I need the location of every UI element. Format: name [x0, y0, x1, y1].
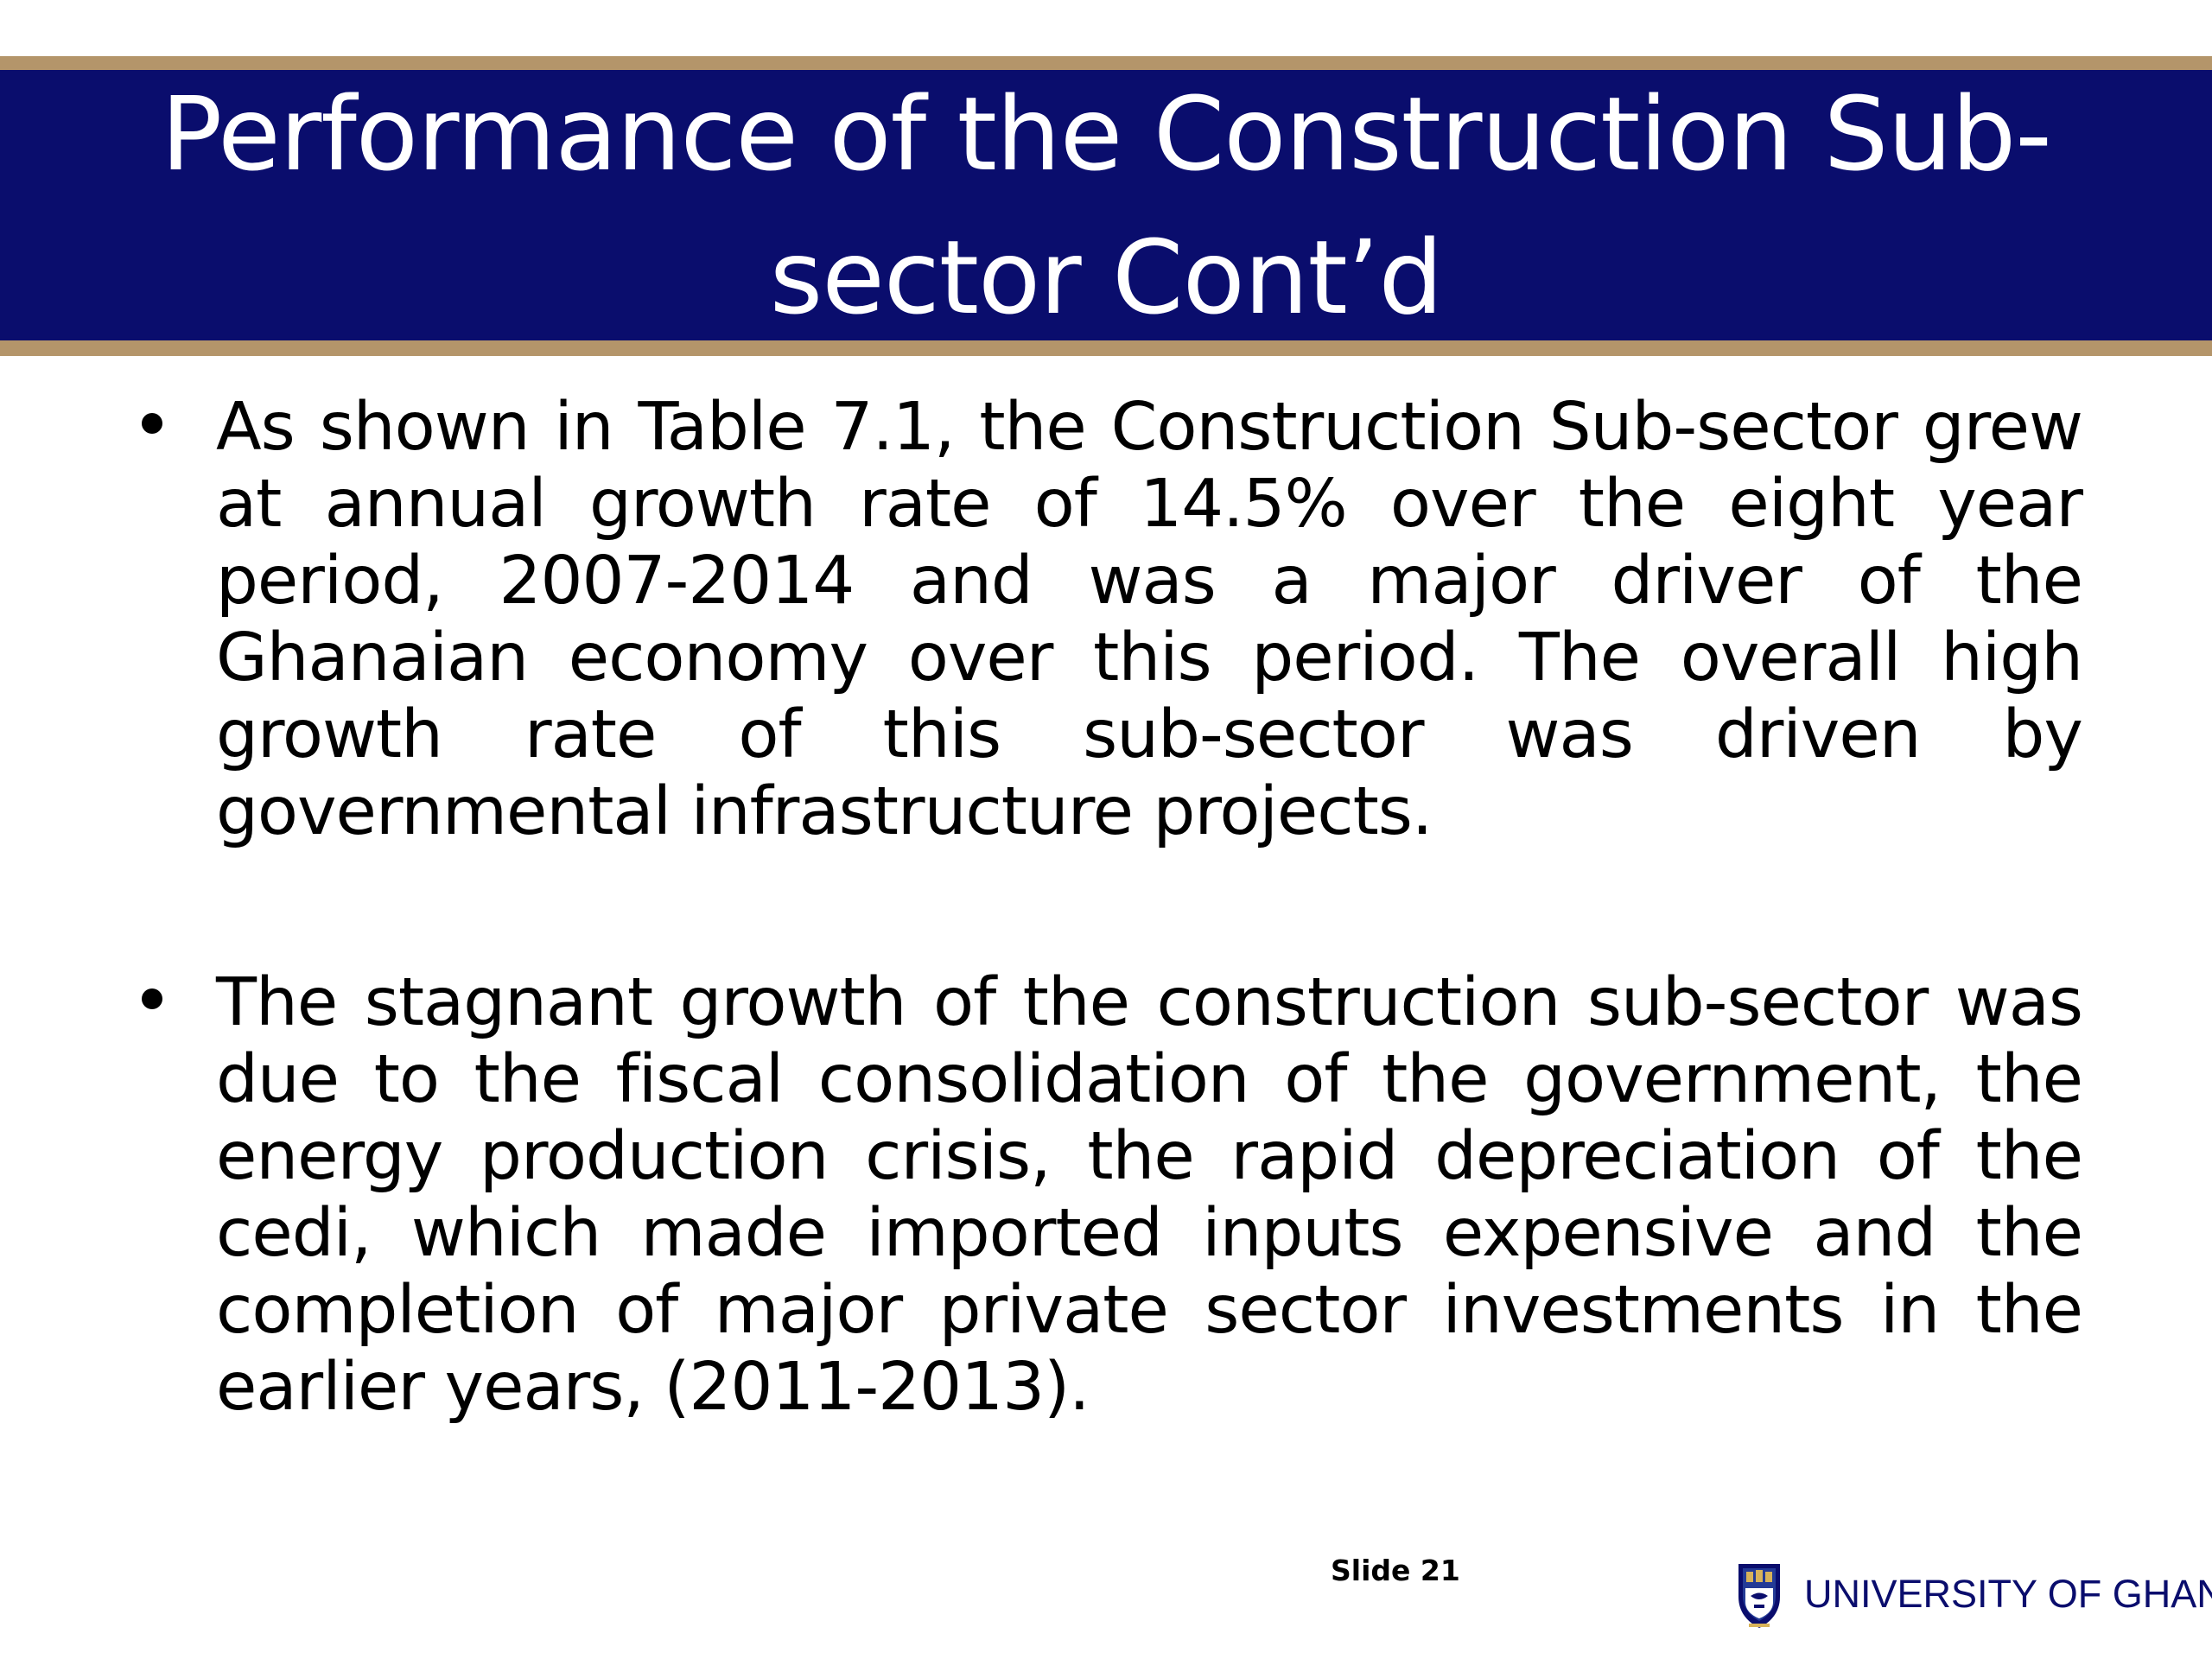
title-band: Performance of the Construction Sub-sect… [0, 56, 2212, 356]
bullet-text-construction-growth: As shown in Table 7.1, the Construction … [216, 389, 2083, 850]
bullet-text-stagnant-growth: The stagnant growth of the construction … [216, 964, 2083, 1426]
university-crest-icon [1738, 1564, 1780, 1628]
slide-title: Performance of the Construction Sub-sect… [161, 73, 2052, 337]
university-logo: UNIVERSITY OF GHANA [1733, 1558, 2212, 1630]
bullet-item-stagnant-growth: The stagnant growth of the construction … [121, 964, 2083, 1426]
bullet-item-construction-growth: As shown in Table 7.1, the Construction … [121, 389, 2083, 850]
slide-content: As shown in Table 7.1, the Construction … [121, 389, 2083, 1540]
slide-number: Slide 21 [1331, 1554, 1460, 1587]
bullet-icon [142, 413, 162, 434]
university-name: UNIVERSITY OF GHANA [1804, 1572, 2212, 1616]
bullet-icon [142, 988, 162, 1009]
